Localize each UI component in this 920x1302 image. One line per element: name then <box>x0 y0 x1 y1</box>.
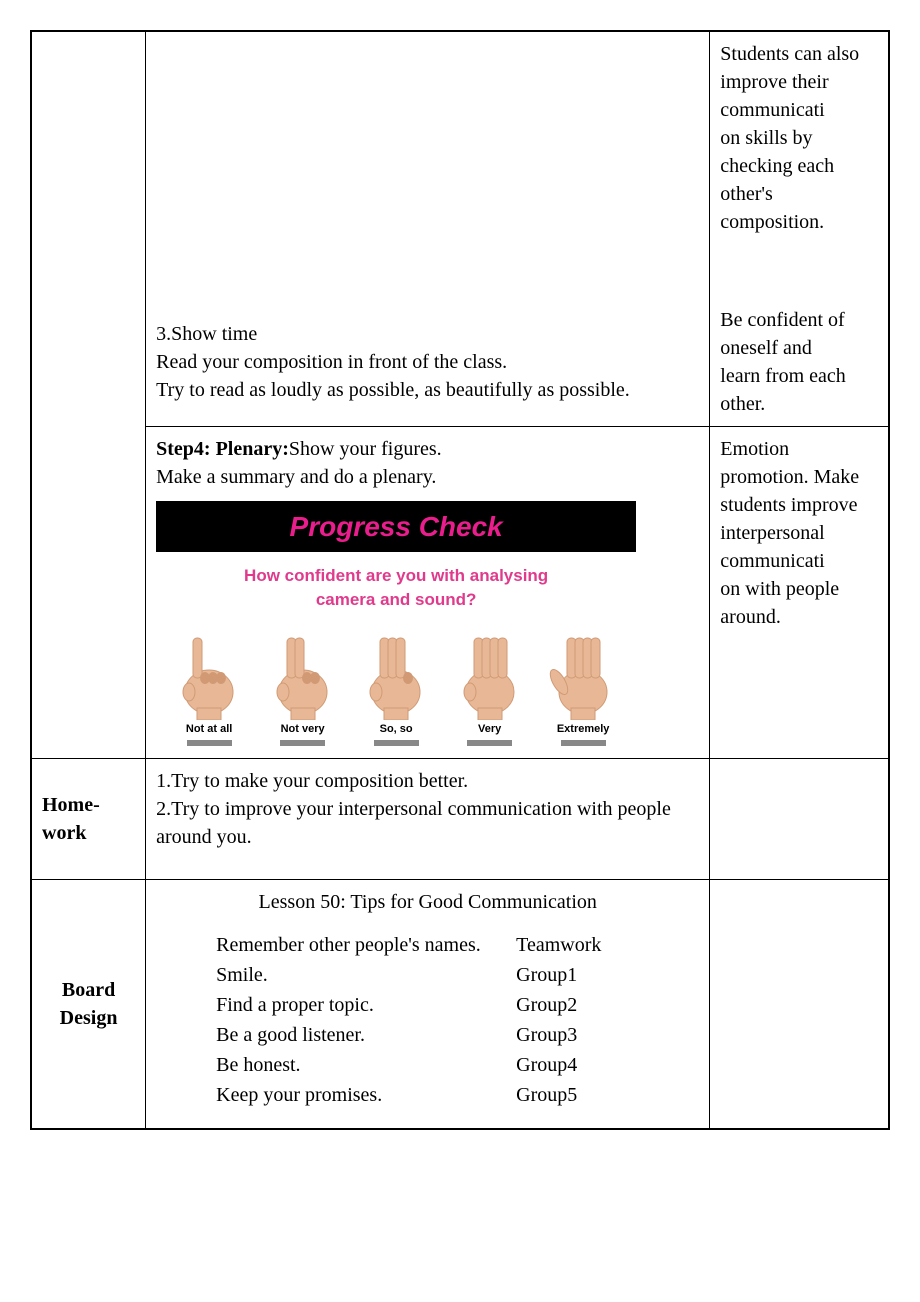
homework-right <box>710 759 889 880</box>
step4-line2: Make a summary and do a plenary. <box>156 463 699 491</box>
board-content: Lesson 50: Tips for Good Communication R… <box>146 880 710 1129</box>
hand-item: Not very <box>258 620 348 746</box>
show-time-line2: Try to read as loudly as possible, as be… <box>156 376 699 404</box>
table-row: Board Design Lesson 50: Tips for Good Co… <box>32 880 889 1129</box>
hand-bar <box>187 740 232 746</box>
progress-check-header: Progress Check <box>156 501 636 552</box>
step4-right-cell: Emotion promotion. Make students improve… <box>710 427 889 759</box>
hw-l2: work <box>42 822 86 844</box>
board-col2: TeamworkGroup1Group2Group3Group4Group5 <box>516 930 666 1110</box>
subtitle-l1: How confident are you with analysing <box>244 566 548 585</box>
hand-label: Not at all <box>186 722 232 737</box>
row1-mid-cell: 3.Show time Read your composition in fro… <box>146 32 710 427</box>
board-tip: Keep your promises. <box>216 1080 516 1110</box>
row1-left-cell <box>32 32 146 759</box>
table-row: Home- work 1.Try to make your compositio… <box>32 759 889 880</box>
hand-item: So, so <box>351 620 441 746</box>
hand-bar <box>561 740 606 746</box>
hand-label: Not very <box>281 722 325 737</box>
progress-check-subtitle: How confident are you with analysing cam… <box>156 552 636 620</box>
board-tip: Find a proper topic. <box>216 990 516 1020</box>
board-tip: Smile. <box>216 960 516 990</box>
step4-rationale: Emotion promotion. Make students improve… <box>720 435 878 631</box>
board-group: Teamwork <box>516 930 666 960</box>
hand-bar <box>467 740 512 746</box>
homework-content: 1.Try to make your composition better. 2… <box>146 759 710 880</box>
lesson-plan-table: 3.Show time Read your composition in fro… <box>30 30 890 1130</box>
spacer <box>156 1110 699 1120</box>
board-right <box>710 880 889 1129</box>
bd-l1: Board <box>62 979 115 1001</box>
board-tip: Remember other people's names. <box>216 930 516 960</box>
hand-label: Very <box>478 722 501 737</box>
subtitle-l2: camera and sound? <box>316 590 477 609</box>
board-col1: Remember other people's names.Smile.Find… <box>216 930 516 1110</box>
hand-label: So, so <box>380 722 413 737</box>
bd-l2: Design <box>60 1007 118 1029</box>
hw-line1: 1.Try to make your composition better. <box>156 767 699 795</box>
hand-bar <box>374 740 419 746</box>
show-time-title: 3.Show time <box>156 320 699 348</box>
hand-label: Extremely <box>557 722 610 737</box>
board-group: Group3 <box>516 1020 666 1050</box>
board-tip: Be a good listener. <box>216 1020 516 1050</box>
step4-rest: Show your figures. <box>289 438 442 460</box>
table-row: 3.Show time Read your composition in fro… <box>32 32 889 427</box>
hand-item: Very <box>445 620 535 746</box>
hw-l1: Home- <box>42 794 100 816</box>
hand-item: Extremely <box>538 620 628 746</box>
board-label: Board Design <box>32 880 146 1129</box>
board-title: Lesson 50: Tips for Good Communication <box>156 888 699 916</box>
spacer <box>156 40 699 320</box>
hand-item: Not at all <box>164 620 254 746</box>
board-group: Group1 <box>516 960 666 990</box>
step4-line1: Step4: Plenary:Show your figures. <box>156 435 699 463</box>
homework-label: Home- work <box>32 759 146 880</box>
hw-line2: 2.Try to improve your interpersonal comm… <box>156 795 699 851</box>
board-tip: Be honest. <box>216 1050 516 1080</box>
board-group: Group5 <box>516 1080 666 1110</box>
hand-bar <box>280 740 325 746</box>
rationale-para1: Students can also improve their communic… <box>720 40 878 236</box>
rationale-para2: Be confident of oneself and learn from e… <box>720 306 878 418</box>
hands-row: Not at all Not very So, so Very Extremely <box>156 620 636 750</box>
spacer <box>720 236 878 306</box>
progress-check-graphic: Progress Check How confident are you wit… <box>156 501 636 750</box>
board-group: Group4 <box>516 1050 666 1080</box>
row1-right-cell: Students can also improve their communic… <box>710 32 889 427</box>
step4-cell: Step4: Plenary:Show your figures. Make a… <box>146 427 710 759</box>
board-columns: Remember other people's names.Smile.Find… <box>156 930 699 1110</box>
board-group: Group2 <box>516 990 666 1020</box>
spacer <box>156 851 699 871</box>
step4-bold: Step4: Plenary: <box>156 438 289 460</box>
table-row: Step4: Plenary:Show your figures. Make a… <box>32 427 889 759</box>
show-time-line1: Read your composition in front of the cl… <box>156 348 699 376</box>
